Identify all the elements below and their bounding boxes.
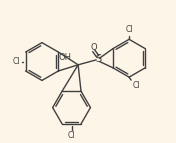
Text: Cl: Cl — [125, 25, 133, 34]
Text: O: O — [90, 43, 97, 52]
Text: Cl: Cl — [12, 57, 20, 66]
Text: OH: OH — [59, 52, 72, 61]
Text: S: S — [96, 54, 102, 64]
Text: Cl: Cl — [68, 131, 75, 140]
Text: Cl: Cl — [132, 81, 140, 90]
